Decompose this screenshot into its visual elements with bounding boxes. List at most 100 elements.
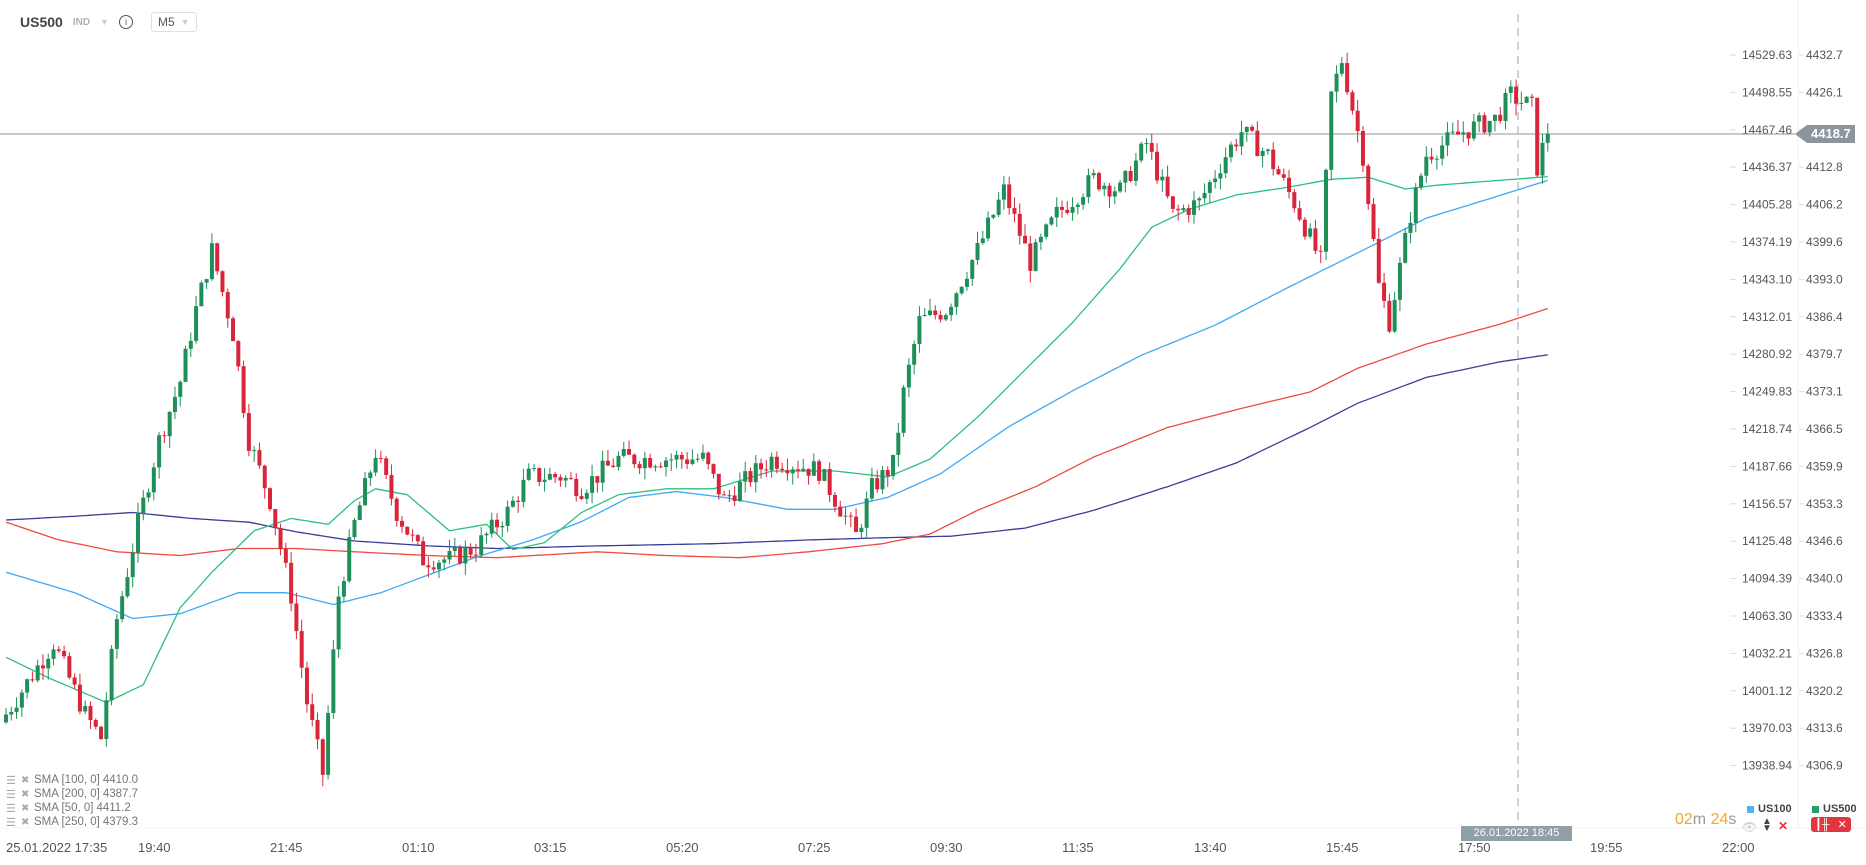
candle-down [67, 656, 72, 678]
candle-up [1033, 242, 1038, 271]
candle-down [933, 310, 938, 315]
candle-down [415, 535, 420, 542]
candle-down [1297, 208, 1302, 220]
candle-up [442, 559, 447, 563]
series-us500[interactable]: US500 [1812, 803, 1857, 815]
candle-down [99, 726, 104, 740]
y-tick-label-us500: 4412.8 [1806, 160, 1843, 174]
y-tick-label-us500: 4366.5 [1806, 422, 1843, 436]
candle-down [774, 456, 779, 469]
candle-up [1471, 121, 1476, 139]
indicator-sma200[interactable]: ☰ ✖ SMA [200, 0] 4387.7 [6, 787, 138, 801]
close-icon[interactable]: ✖ [21, 774, 30, 786]
settings-icon[interactable]: ☰ [6, 788, 16, 801]
candle-up [1123, 170, 1128, 183]
candle-up [1403, 232, 1408, 263]
x-tick-label: 15:45 [1326, 840, 1359, 855]
reorder-icon[interactable]: ▲ ▼ [1762, 816, 1772, 834]
y-tick-label-us500: 4333.4 [1806, 609, 1843, 623]
candle-up [326, 712, 331, 775]
close-icon[interactable]: ✖ [21, 788, 30, 800]
candle-up [252, 450, 257, 452]
candle-down [56, 649, 61, 651]
candle-up [1244, 126, 1249, 133]
candle-down [605, 460, 610, 466]
candle-up [584, 492, 589, 499]
y-tick-label-us100: 14063.30 [1742, 609, 1792, 623]
close-icon[interactable]: ✖ [21, 816, 30, 828]
candle-down [389, 474, 394, 499]
candle-up [141, 497, 146, 514]
candle-up [743, 471, 748, 482]
instrument-type[interactable]: IND [72, 16, 91, 28]
candle-up [912, 343, 917, 365]
indicator-sma50[interactable]: ☰ ✖ SMA [50, 0] 4411.2 [6, 801, 138, 815]
candle-down [268, 488, 272, 510]
candle-up [199, 282, 204, 307]
candle-down [722, 494, 727, 496]
candle-up [336, 596, 341, 650]
candle-up [521, 479, 526, 502]
candle-up [1207, 182, 1212, 193]
candle-up [1038, 236, 1043, 243]
candle-up [980, 238, 985, 244]
settings-icon[interactable]: ☰ [6, 816, 16, 829]
chevron-down-icon[interactable]: ▼ [100, 17, 109, 27]
candle-down [1292, 192, 1297, 209]
x-tick-label: 07:25 [798, 840, 831, 855]
candle-down [495, 519, 500, 528]
candle-up [1477, 115, 1482, 122]
candle-down [1007, 184, 1012, 209]
y-tick-label-us100: 14280.92 [1742, 347, 1792, 361]
candle-down [88, 706, 93, 720]
candle-down [627, 449, 632, 455]
indicator-sma250[interactable]: ☰ ✖ SMA [250, 0] 4379.3 [6, 815, 138, 829]
candle-up [172, 396, 177, 413]
y-tick-label-us100: 14001.12 [1742, 684, 1792, 698]
close-icon[interactable]: ✖ [21, 802, 30, 814]
info-icon[interactable]: i [118, 15, 133, 29]
candle-up [4, 714, 8, 723]
timer-seconds: 24 [1710, 811, 1729, 828]
candle-down [236, 341, 241, 367]
candle-up [864, 498, 869, 528]
series-us100[interactable]: US100 [1747, 803, 1792, 815]
candlestick-icon[interactable]: ┃╫ [1815, 819, 1830, 831]
candle-up [1492, 114, 1497, 121]
close-icon[interactable]: ✕ [1778, 819, 1789, 833]
candle-up [151, 467, 156, 493]
candle-up [1440, 145, 1445, 159]
settings-icon[interactable]: ☰ [6, 802, 16, 815]
candle-up [1213, 178, 1218, 183]
symbol-name[interactable]: US500 [20, 14, 63, 30]
candle-up [1049, 217, 1054, 225]
candle-up [188, 340, 193, 349]
series-us500-controls[interactable]: ┃╫ ✕ [1811, 817, 1851, 832]
candle-down [162, 435, 167, 437]
candle-up [331, 649, 336, 713]
eye-icon[interactable]: 👁 [1742, 820, 1758, 834]
candle-up [352, 519, 357, 538]
candle-up [1223, 157, 1228, 174]
candle-up [25, 679, 30, 693]
candle-up [547, 473, 552, 480]
candle-up [1112, 191, 1117, 197]
y-tick-label-us500: 4406.2 [1806, 198, 1843, 212]
candle-up [590, 476, 595, 493]
candle-up [357, 505, 362, 520]
sma-line-sma200 [5, 307, 1548, 559]
candle-down [1302, 219, 1307, 237]
candle-up [621, 449, 626, 456]
close-icon[interactable]: ✕ [1837, 819, 1847, 831]
settings-icon[interactable]: ☰ [6, 774, 16, 787]
timeframe-select[interactable]: M5 ▼ [150, 12, 197, 32]
series-name: US100 [1758, 803, 1792, 815]
candle-down [711, 464, 716, 474]
candle-down [838, 506, 843, 517]
candle-up [1228, 144, 1233, 158]
candle-down [875, 478, 880, 490]
candle-down [806, 468, 811, 476]
candle-down [378, 457, 383, 459]
indicator-sma100[interactable]: ☰ ✖ SMA [100, 0] 4410.0 [6, 773, 138, 787]
